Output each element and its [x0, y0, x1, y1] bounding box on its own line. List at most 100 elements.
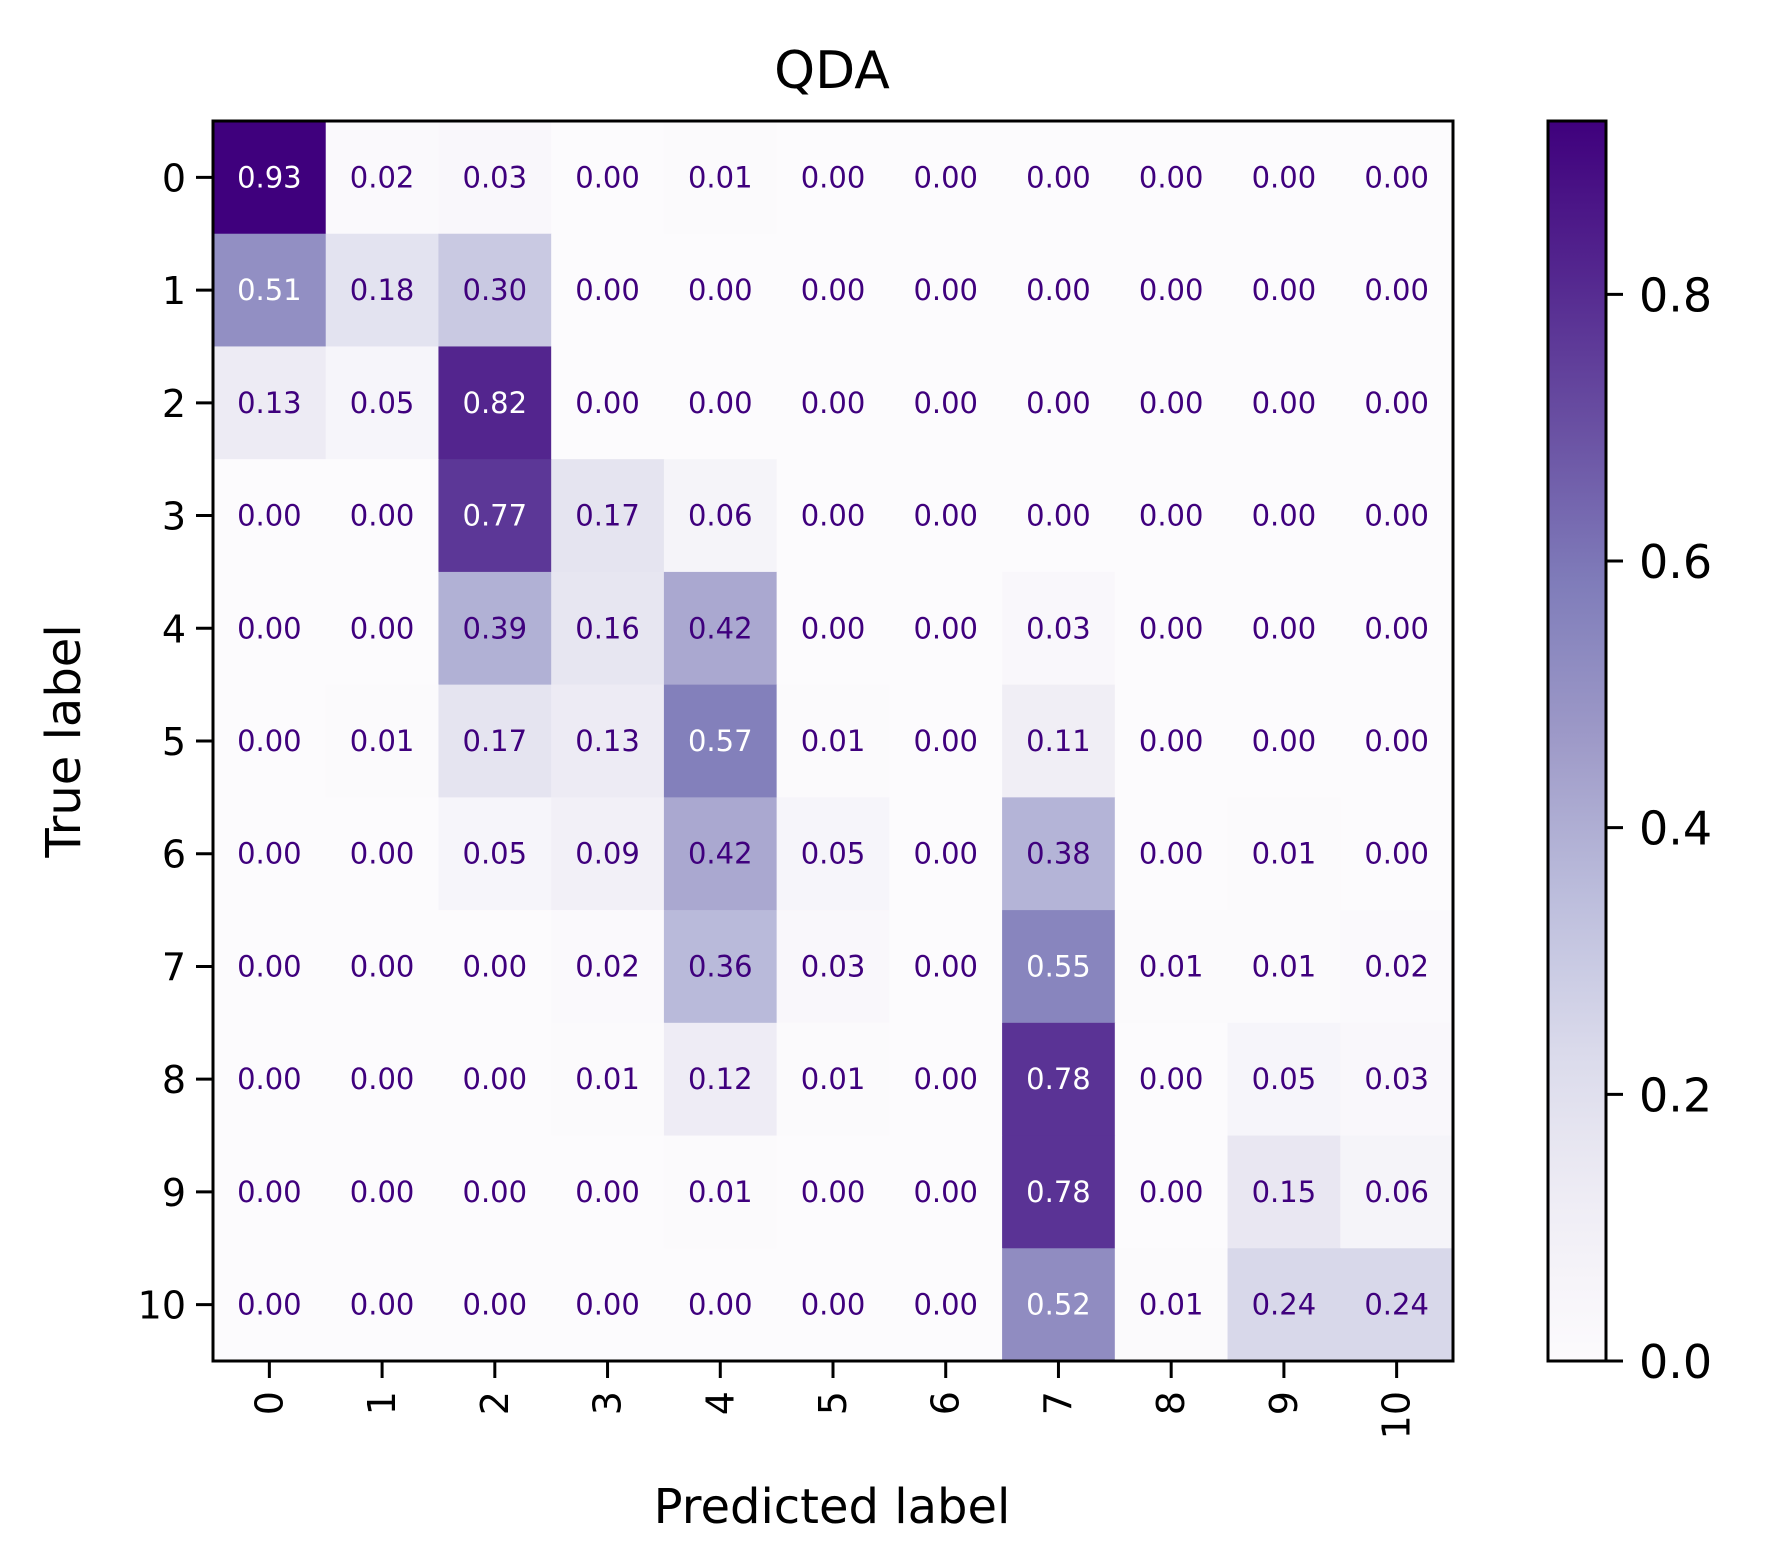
heatmap-cell — [1227, 910, 1341, 1024]
cell-value-label: 0.05 — [463, 837, 528, 871]
cell-value-label: 0.00 — [913, 499, 978, 533]
colorbar — [1546, 119, 1608, 1363]
heatmap-cell — [889, 571, 1003, 686]
heatmap-cell — [889, 910, 1003, 1024]
cell-value-label: 0.00 — [913, 1062, 978, 1096]
cell-value-label: 0.00 — [350, 1288, 415, 1322]
heatmap-cell — [776, 459, 890, 573]
heatmap-cell — [213, 233, 327, 347]
y-tick-label: 5 — [162, 720, 186, 764]
heatmap-cell — [551, 1248, 665, 1362]
heatmap-cell — [1340, 684, 1454, 798]
heatmap-cell — [438, 684, 552, 798]
heatmap-cell — [438, 233, 552, 347]
x-tick-label: 8 — [1149, 1391, 1193, 1415]
cell-value-label: 0.00 — [1139, 1175, 1204, 1209]
heatmap-cell — [889, 1022, 1003, 1137]
x-tick-label: 3 — [586, 1391, 630, 1415]
cell-value-label: 0.00 — [237, 611, 302, 645]
x-tick-label: 10 — [1375, 1391, 1419, 1439]
cell-value-label: 0.00 — [350, 1062, 415, 1096]
cell-value-label: 0.93 — [237, 160, 302, 194]
heatmap-cell — [1227, 684, 1341, 798]
heatmap-cell — [1114, 571, 1229, 686]
heatmap-cell — [1002, 1248, 1116, 1362]
heatmap-cell — [438, 1135, 552, 1249]
heatmap-cell — [663, 684, 778, 798]
heatmap-cell — [1002, 121, 1116, 235]
cell-value-label: 0.00 — [1364, 273, 1429, 307]
heatmap-cell — [776, 684, 890, 798]
cell-value-label: 0.03 — [463, 160, 528, 194]
cell-value-label: 0.00 — [801, 273, 866, 307]
heatmap-cell — [1227, 1135, 1341, 1249]
cell-value-label: 0.78 — [1026, 1062, 1091, 1096]
heatmap-cell — [1114, 684, 1229, 798]
cell-value-label: 0.00 — [1139, 1062, 1204, 1096]
y-tick-label: 4 — [162, 607, 186, 651]
heatmap-cell — [663, 459, 778, 573]
y-tick-label: 3 — [162, 495, 186, 539]
heatmap-cell — [1340, 233, 1454, 347]
cell-value-label: 0.00 — [1139, 724, 1204, 758]
cell-value-label: 0.00 — [350, 1175, 415, 1209]
cell-value-label: 0.13 — [237, 386, 302, 420]
y-tick-label: 2 — [162, 382, 186, 426]
cell-value-label: 0.00 — [1026, 160, 1091, 194]
cell-value-label: 0.00 — [237, 1175, 302, 1209]
heatmap-cell — [551, 233, 665, 347]
heatmap-cell — [1227, 346, 1341, 460]
cell-value-label: 0.30 — [463, 273, 528, 307]
cell-value-label: 0.00 — [688, 1288, 753, 1322]
cell-value-label: 0.03 — [801, 949, 866, 983]
cell-value-label: 0.57 — [688, 724, 753, 758]
cell-value-label: 0.00 — [913, 273, 978, 307]
heatmap-cell — [1114, 1022, 1229, 1137]
y-tick-label: 7 — [162, 945, 186, 989]
cell-value-label: 0.01 — [1139, 1288, 1204, 1322]
cell-value-label: 0.17 — [463, 724, 528, 758]
heatmap-cell — [325, 797, 439, 911]
heatmap-cell — [776, 910, 890, 1024]
heatmap-cell — [1002, 1135, 1116, 1249]
heatmap-cell — [1227, 121, 1341, 235]
y-axis-label: True label — [36, 624, 92, 858]
heatmap-cell — [551, 121, 665, 235]
cell-value-label: 0.00 — [801, 611, 866, 645]
heatmap-cell — [438, 121, 552, 235]
cell-value-label: 0.00 — [801, 160, 866, 194]
heatmap-cell — [1002, 346, 1116, 460]
heatmap-cell — [1340, 459, 1454, 573]
cell-value-label: 0.02 — [350, 160, 415, 194]
cell-value-label: 0.00 — [913, 611, 978, 645]
cell-value-label: 0.00 — [237, 837, 302, 871]
heatmap-cell — [325, 459, 439, 573]
cell-value-label: 0.00 — [801, 1175, 866, 1209]
cell-value-label: 0.24 — [1364, 1288, 1429, 1322]
cell-value-label: 0.77 — [463, 499, 528, 533]
heatmap-cell — [438, 346, 552, 460]
cell-value-label: 0.36 — [688, 949, 753, 983]
cell-value-label: 0.05 — [801, 837, 866, 871]
cell-value-label: 0.00 — [237, 724, 302, 758]
heatmap-cell — [889, 1248, 1003, 1362]
heatmap-cell — [889, 459, 1003, 573]
y-tick-label: 10 — [138, 1284, 186, 1328]
heatmap-cell — [1002, 571, 1116, 686]
cell-value-label: 0.00 — [463, 1175, 528, 1209]
heatmap-cell — [776, 571, 890, 686]
y-tick-label: 1 — [162, 269, 186, 313]
heatmap-cell — [1340, 910, 1454, 1024]
cell-value-label: 0.15 — [1252, 1175, 1317, 1209]
y-axis-ticks: 0 1 2 3 4 5 6 7 8 9 10 — [138, 156, 213, 1328]
heatmap-cell — [551, 910, 665, 1024]
heatmap-cell — [325, 233, 439, 347]
heatmap-cell — [1002, 910, 1116, 1024]
cell-value-label: 0.00 — [801, 1288, 866, 1322]
heatmap-cell — [438, 459, 552, 573]
heatmap-cell — [325, 346, 439, 460]
heatmap-cell — [325, 684, 439, 798]
heatmap-cell — [1227, 459, 1341, 573]
cell-value-label: 0.01 — [350, 724, 415, 758]
